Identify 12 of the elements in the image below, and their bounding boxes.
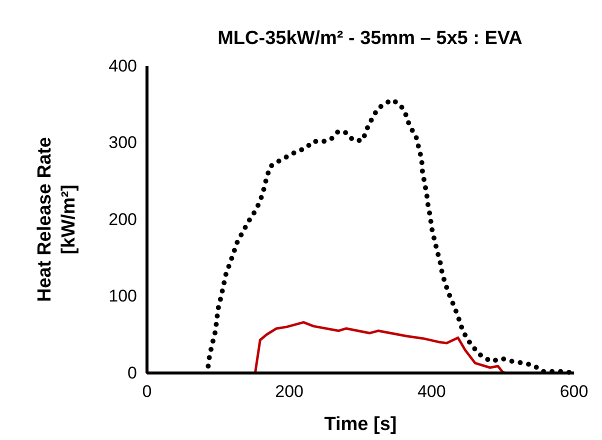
y-tick-label: 0 xyxy=(128,363,137,382)
y-tick-label: 400 xyxy=(108,56,137,76)
y-axis-title: Heat Release Rate [kW/m²] xyxy=(34,137,80,302)
y-tick-label: 100 xyxy=(108,286,137,306)
y-tick-label: 300 xyxy=(108,133,137,152)
x-tick-label: 600 xyxy=(560,382,588,402)
x-tick-label: 0 xyxy=(142,382,152,402)
x-tick-label: 400 xyxy=(417,382,446,402)
x-axis-title: Time [s] xyxy=(324,414,397,435)
x-tick-label: 200 xyxy=(275,382,304,402)
chart-title: MLC-35kW/m² - 35mm – 5x5 : EVA xyxy=(218,28,523,49)
y-tick-label: 200 xyxy=(108,210,137,229)
